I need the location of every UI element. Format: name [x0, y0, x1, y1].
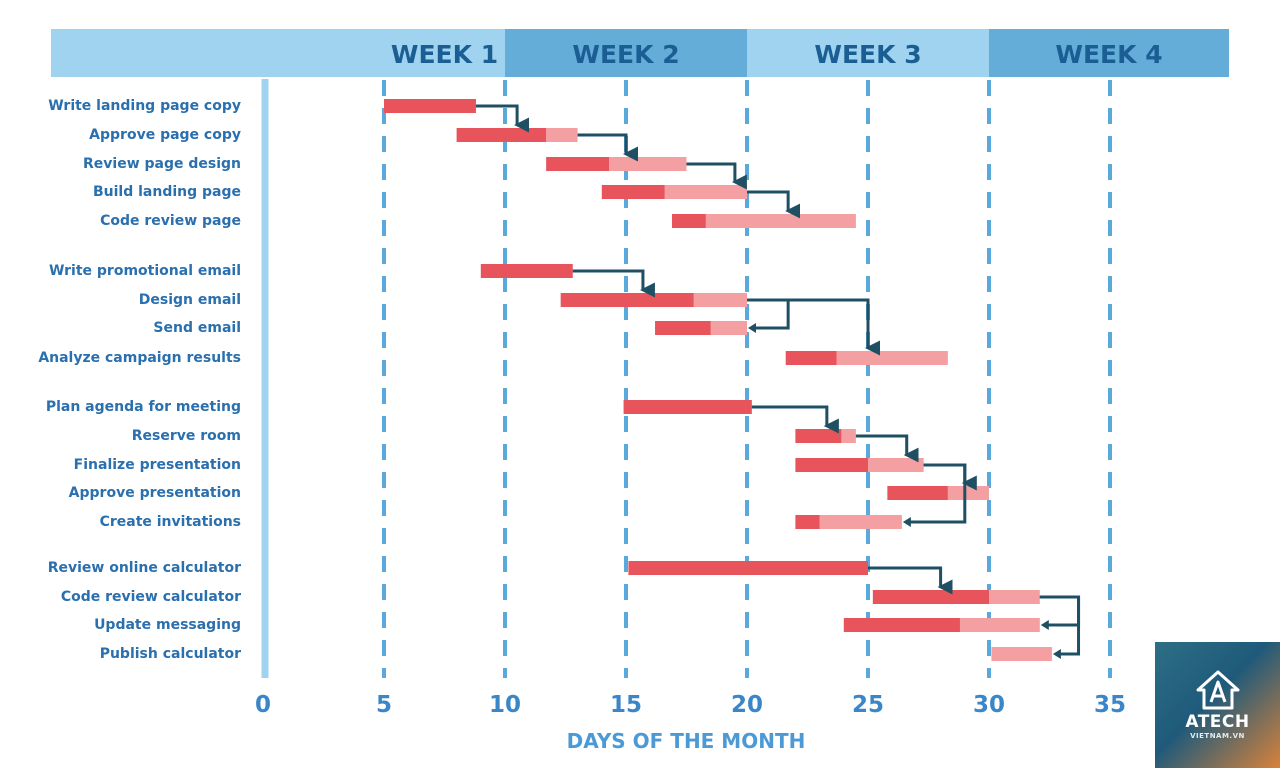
bar-light-4 — [705, 214, 856, 228]
bar-light-11 — [868, 458, 924, 472]
task-label-7: Send email — [153, 320, 241, 336]
task-label-8: Analyze campaign results — [38, 350, 241, 366]
task-bars — [384, 99, 1052, 661]
bar-light-7 — [710, 321, 747, 335]
task-label-14: Review online calculator — [48, 560, 241, 576]
bar-dark-10 — [795, 429, 842, 443]
task-label-15: Code review calculator — [61, 589, 241, 605]
bar-dark-9 — [623, 400, 752, 414]
task-label-4: Code review page — [100, 213, 241, 229]
x-tick-0: 0 — [255, 692, 271, 718]
bar-light-16 — [959, 618, 1040, 632]
week-header: WEEK 1 WEEK 2 WEEK 3 WEEK 4 — [51, 29, 1229, 77]
logo-emblem-icon — [1196, 670, 1240, 710]
atech-logo: ATECH VIETNAM.VN — [1155, 642, 1280, 768]
dependency-arrow-6 — [747, 298, 790, 330]
arrowhead-13 — [1052, 649, 1061, 659]
task-label-10: Reserve room — [132, 428, 241, 444]
task-label-12: Approve presentation — [69, 485, 241, 501]
x-tick-5: 5 — [376, 692, 392, 718]
bar-dark-6 — [560, 293, 694, 307]
week-cell-3 — [747, 29, 989, 77]
bar-dark-16 — [843, 618, 960, 632]
bar-dark-11 — [795, 458, 868, 472]
dependency-arrow-12 — [1039, 595, 1081, 627]
bar-dark-5 — [480, 264, 573, 278]
week-cell-4 — [989, 29, 1229, 77]
week-label-4: WEEK 4 — [1055, 40, 1162, 69]
bar-light-10 — [841, 429, 856, 443]
dependency-arrows — [475, 104, 1081, 659]
task-label-17: Publish calculator — [100, 646, 241, 662]
bar-light-17 — [991, 647, 1052, 661]
bar-dark-3 — [601, 185, 665, 199]
x-tick-25: 25 — [852, 692, 884, 718]
dependency-arrow-8 — [855, 434, 919, 463]
x-tick-10: 10 — [489, 692, 521, 718]
task-labels: Write landing page copy Approve page copy… — [38, 98, 241, 662]
dependency-arrow-1 — [577, 133, 638, 162]
bar-dark-12 — [887, 486, 948, 500]
week-label-1: WEEK 1 — [391, 40, 498, 69]
task-label-1: Approve page copy — [89, 127, 241, 143]
bar-dark-4 — [671, 214, 706, 228]
arrowhead-6 — [748, 323, 756, 333]
logo-name: ATECH — [1185, 712, 1250, 732]
bar-dark-8 — [785, 351, 837, 365]
bar-dark-15 — [872, 590, 989, 604]
bar-light-6 — [693, 293, 747, 307]
logo-subtitle: VIETNAM.VN — [1190, 732, 1245, 740]
bar-dark-7 — [655, 321, 711, 335]
bar-light-3 — [664, 185, 747, 199]
dependency-arrow-13 — [1039, 595, 1081, 656]
task-label-16: Update messaging — [94, 617, 241, 633]
bar-dark-2 — [546, 157, 610, 171]
dependency-arrow-2 — [686, 162, 747, 190]
dependency-arrow-5 — [747, 298, 880, 356]
bar-dark-1 — [456, 128, 547, 142]
dependency-arrow-4 — [572, 269, 655, 298]
bar-light-1 — [546, 128, 578, 142]
task-label-9: Plan agenda for meeting — [46, 399, 241, 415]
week-cell-2 — [505, 29, 747, 77]
x-tick-20: 20 — [731, 692, 763, 718]
dependency-arrow-9 — [923, 463, 977, 491]
task-label-5: Write promotional email — [49, 263, 241, 279]
dependency-arrow-10 — [907, 463, 967, 524]
bar-light-13 — [819, 515, 902, 529]
bar-light-12 — [947, 486, 989, 500]
dependency-arrow-7 — [751, 405, 839, 434]
x-tick-35: 35 — [1094, 692, 1126, 718]
task-label-11: Finalize presentation — [74, 457, 241, 473]
task-label-0: Write landing page copy — [48, 98, 241, 114]
bar-light-2 — [609, 157, 687, 171]
gridlines — [261, 79, 1112, 678]
dependency-arrow-0 — [475, 104, 530, 133]
bar-light-8 — [836, 351, 948, 365]
week-cell-1 — [384, 29, 505, 77]
x-axis-title: DAYS OF THE MONTH — [567, 729, 806, 753]
x-tick-labels: 0 5 10 15 20 25 30 35 — [255, 692, 1126, 718]
bar-dark-0 — [384, 99, 476, 113]
week-label-2: WEEK 2 — [572, 40, 679, 69]
dependency-arrow-3 — [747, 190, 801, 219]
bar-dark-13 — [795, 515, 820, 529]
task-label-13: Create invitations — [100, 514, 241, 530]
arrowhead-10 — [902, 517, 911, 527]
bar-dark-14 — [628, 561, 868, 575]
dependency-arrow-11 — [868, 566, 953, 595]
arrowhead-12 — [1040, 620, 1049, 630]
week-label-3: WEEK 3 — [814, 40, 921, 69]
task-label-3: Build landing page — [93, 184, 241, 200]
task-label-6: Design email — [139, 292, 241, 308]
x-tick-15: 15 — [610, 692, 642, 718]
x-tick-30: 30 — [973, 692, 1005, 718]
task-label-2: Review page design — [83, 156, 241, 172]
bar-light-15 — [989, 590, 1040, 604]
